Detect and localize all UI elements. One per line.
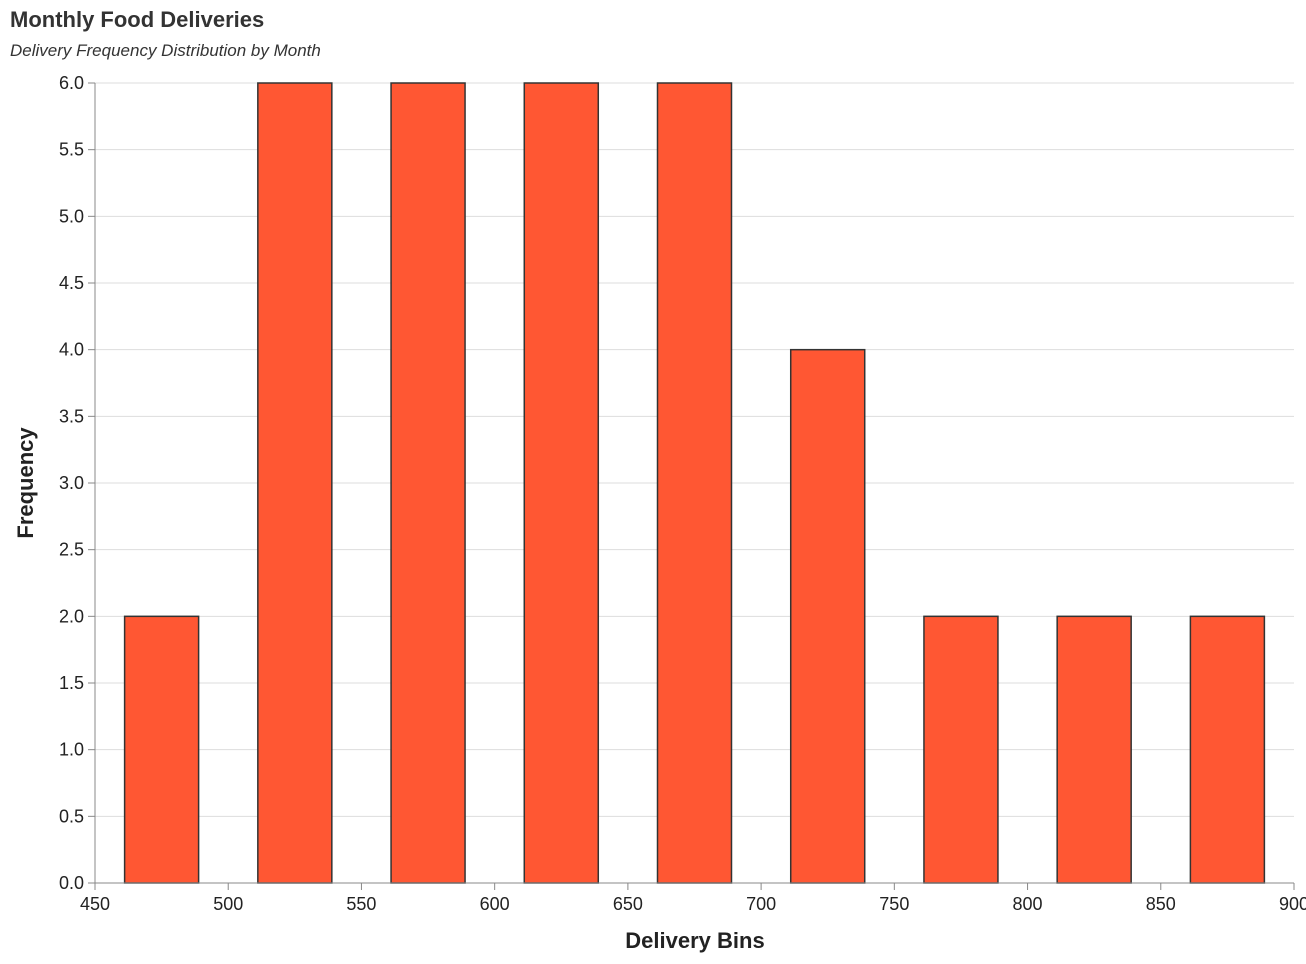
y-tick-label: 5.5 <box>59 140 84 160</box>
x-tick-label: 600 <box>480 894 510 914</box>
y-axis-title: Frequency <box>13 427 38 539</box>
x-tick-label: 550 <box>346 894 376 914</box>
y-tick-label: 6.0 <box>59 73 84 93</box>
y-tick-label: 2.0 <box>59 606 84 626</box>
axes: 0.0 0.5 1.0 1.5 2.0 2.5 3.0 3.5 4.0 4.5 5.0 5.5 6.0 4… <box>59 73 1306 914</box>
histogram-bar <box>656 82 733 884</box>
y-tick-label: 4.0 <box>59 340 84 360</box>
chart-title: Monthly Food Deliveries <box>10 7 265 32</box>
x-tick-label: 450 <box>80 894 110 914</box>
histogram-bar <box>1056 615 1132 884</box>
histogram-bar <box>390 82 466 884</box>
y-tick-label: 1.5 <box>59 673 84 693</box>
x-tick-label: 900 <box>1279 894 1306 914</box>
x-tick-label: 800 <box>1013 894 1043 914</box>
chart-subtitle: Delivery Frequency Distribution by Month <box>10 41 321 60</box>
histogram-bar <box>523 82 600 884</box>
y-tick-label: 4.5 <box>59 273 84 293</box>
histogram-bar <box>1189 615 1266 884</box>
histogram-bar <box>257 82 333 884</box>
bars <box>123 82 1266 884</box>
y-tick-label: 3.0 <box>59 473 84 493</box>
y-tick-label: 1.0 <box>59 740 84 760</box>
y-tick-label: 0.0 <box>59 873 84 893</box>
x-tick-label: 500 <box>213 894 243 914</box>
x-tick-label: 750 <box>879 894 909 914</box>
x-axis-title: Delivery Bins <box>625 928 764 953</box>
x-tick-label: 850 <box>1146 894 1176 914</box>
y-tick-label: 2.5 <box>59 540 84 560</box>
x-tick-label: 650 <box>613 894 643 914</box>
y-tick-label: 0.5 <box>59 806 84 826</box>
y-tick-label: 5.0 <box>59 206 84 226</box>
x-tick-label: 700 <box>746 894 776 914</box>
histogram-bar <box>123 615 200 884</box>
histogram-bar <box>923 615 999 884</box>
histogram-bar <box>789 348 866 884</box>
y-tick-label: 3.5 <box>59 406 84 426</box>
